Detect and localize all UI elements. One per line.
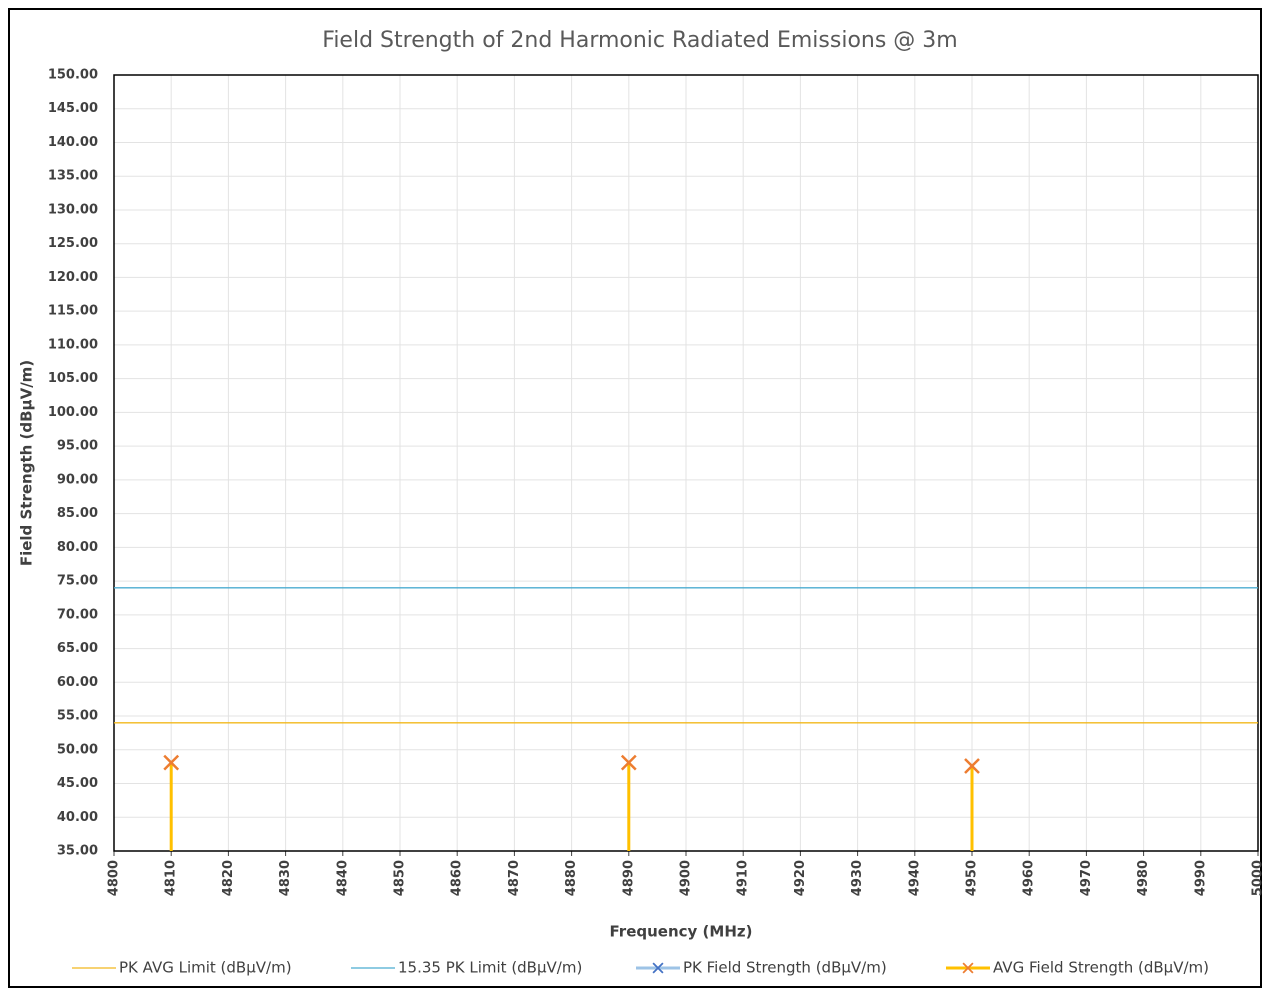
y-tick-label: 95.00 [57, 439, 98, 454]
y-tick-label: 100.00 [48, 405, 98, 420]
marker [620, 754, 637, 771]
y-tick-label: 35.00 [57, 844, 98, 859]
x-tick-label: 4830 [278, 860, 293, 896]
x-tick-label: 4900 [679, 860, 694, 896]
legend-label: AVG Field Strength (dBµV/m) [993, 959, 1209, 977]
x-tick-label: 4960 [1022, 860, 1037, 896]
y-tick-label: 105.00 [48, 371, 98, 386]
legend-marker [652, 962, 664, 974]
x-tick-label: 4820 [221, 860, 236, 896]
x-tick-label: 4990 [1193, 860, 1208, 896]
x-tick-label: 4810 [164, 860, 179, 896]
x-tick-label: 5000 [1251, 860, 1266, 896]
plot-area [113, 74, 1259, 852]
marker [163, 754, 180, 771]
y-axis-label: Field Strength (dBµV/m) [18, 360, 36, 566]
legend-label: PK AVG Limit (dBµV/m) [119, 959, 292, 977]
legend-marker [962, 962, 974, 974]
x-tick-label: 4870 [507, 860, 522, 896]
y-tick-label: 45.00 [57, 776, 98, 791]
x-tick-label: 4980 [1136, 860, 1151, 896]
y-tick-label: 40.00 [57, 810, 98, 825]
chart-title: Field Strength of 2nd Harmonic Radiated … [322, 28, 957, 53]
y-tick-label: 120.00 [48, 270, 98, 285]
legend-label: 15.35 PK Limit (dBµV/m) [398, 959, 582, 977]
x-tick-label: 4930 [850, 860, 865, 896]
x-tick-label: 4860 [450, 860, 465, 896]
y-tick-label: 140.00 [48, 135, 98, 150]
y-tick-label: 70.00 [57, 607, 98, 622]
y-tick-label: 90.00 [57, 472, 98, 487]
x-tick-label: 4940 [907, 860, 922, 896]
y-tick-label: 125.00 [48, 236, 98, 251]
x-tick-label: 4800 [107, 860, 122, 896]
y-tick-label: 145.00 [48, 101, 98, 116]
x-tick-label: 4950 [965, 860, 980, 896]
y-tick-label: 60.00 [57, 675, 98, 690]
x-tick-label: 4890 [621, 860, 636, 896]
y-tick-label: 130.00 [48, 202, 98, 217]
x-tick-label: 4850 [393, 860, 408, 896]
x-tick-label: 4840 [335, 860, 350, 896]
y-tick-label: 85.00 [57, 506, 98, 521]
y-tick-label: 50.00 [57, 742, 98, 757]
chart-frame [8, 8, 1262, 988]
x-tick-label: 4910 [736, 860, 751, 896]
x-tick-label: 4880 [564, 860, 579, 896]
y-tick-label: 75.00 [57, 574, 98, 589]
x-tick-label: 4970 [1079, 860, 1094, 896]
y-tick-label: 80.00 [57, 540, 98, 555]
y-tick-label: 150.00 [48, 68, 98, 83]
y-tick-label: 110.00 [48, 337, 98, 352]
x-tick-label: 4920 [793, 860, 808, 896]
marker [964, 758, 980, 774]
x-axis-label: Frequency (MHz) [610, 923, 753, 941]
y-tick-label: 55.00 [57, 709, 98, 724]
legend-label: PK Field Strength (dBµV/m) [683, 959, 887, 977]
y-tick-label: 135.00 [48, 169, 98, 184]
y-tick-label: 65.00 [57, 641, 98, 656]
y-tick-label: 115.00 [48, 304, 98, 319]
